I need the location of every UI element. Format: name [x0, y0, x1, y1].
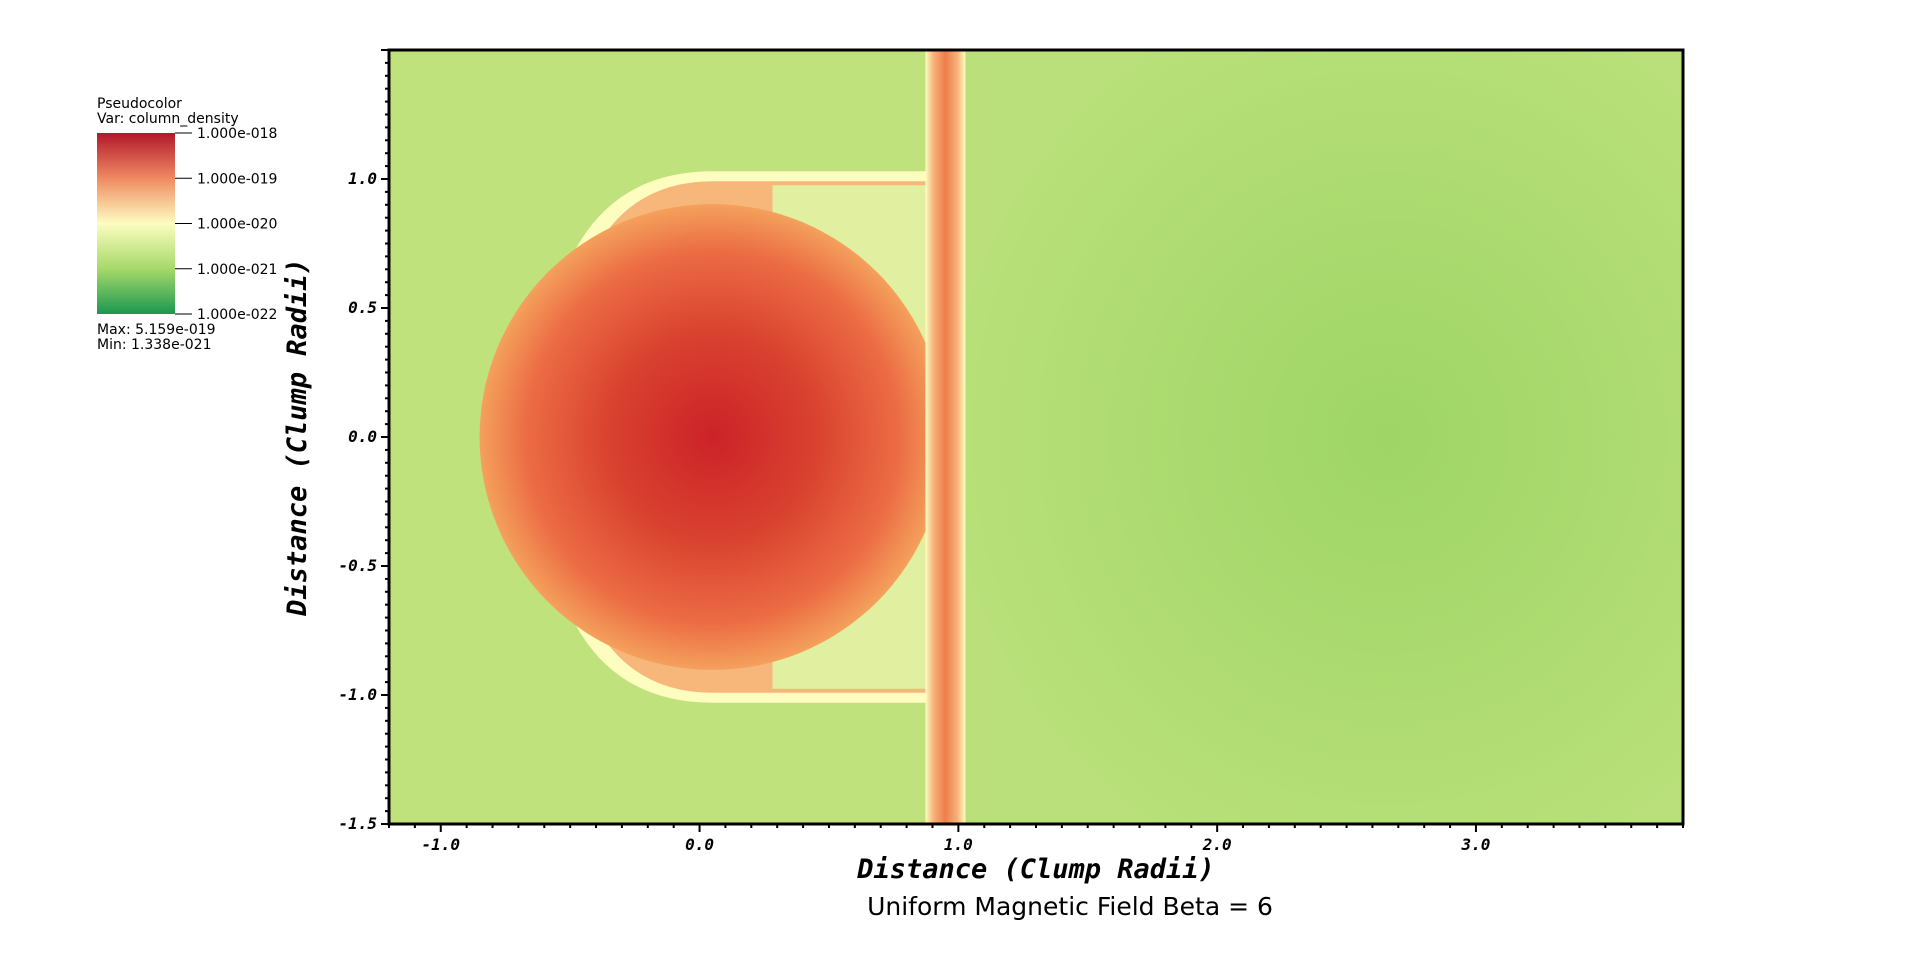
x-tick-label: 0.0: [685, 835, 714, 854]
y-axis-title: Distance (Clump Radii): [282, 258, 313, 617]
legend-plot-type: Pseudocolor: [97, 96, 182, 112]
heatmap-field: [389, 50, 1683, 824]
colorbar-tick-label: 1.000e-019: [197, 171, 277, 187]
downstream-region: [945, 50, 1683, 824]
shock-front: [925, 50, 966, 824]
clump: [479, 204, 946, 670]
legend-min: Min: 1.338e-021: [97, 337, 211, 353]
y-tick-label: -0.5: [338, 556, 377, 575]
colorbar: [97, 133, 175, 314]
x-axis-ticks: -1.0 0.0 1.0 2.0 3.0: [388, 824, 1684, 854]
x-tick-label: 2.0: [1202, 835, 1232, 854]
y-tick-label: -1.5: [338, 814, 377, 833]
x-tick-label: 3.0: [1461, 835, 1491, 854]
y-axis-ticks: 1.0 0.5 0.0 -0.5 -1.0 -1.5: [338, 49, 389, 833]
x-axis-title: Distance (Clump Radii): [856, 854, 1215, 885]
x-tick-label: -1.0: [421, 835, 460, 854]
legend-max: Max: 5.159e-019: [97, 322, 216, 338]
y-tick-label: 1.0: [348, 169, 377, 188]
y-tick-label: 0.5: [348, 298, 377, 317]
colorbar-legend: Pseudocolor Var: column_density 1.000e-0…: [97, 96, 277, 353]
colorbar-tick-label: 1.000e-018: [197, 126, 277, 142]
x-tick-label: 1.0: [944, 835, 973, 854]
colorbar-tick-label: 1.000e-020: [197, 217, 277, 233]
colorbar-tick-label: 1.000e-021: [197, 262, 277, 278]
y-tick-label: -1.0: [338, 685, 377, 704]
colorbar-ticks: 1.000e-018 1.000e-019 1.000e-020 1.000e-021…: [175, 126, 277, 323]
y-tick-label: 0.0: [348, 427, 377, 446]
legend-variable: Var: column_density: [97, 111, 239, 127]
colorbar-tick-label: 1.000e-022: [197, 307, 277, 323]
plot-title: Uniform Magnetic Field Beta = 6: [867, 892, 1273, 921]
